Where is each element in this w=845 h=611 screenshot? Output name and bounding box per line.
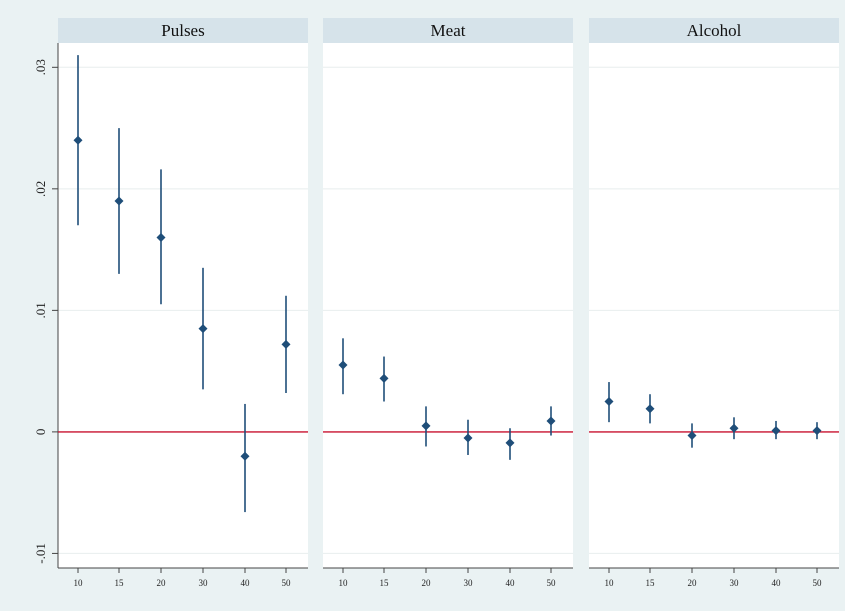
x-tick-label: 40 [241,578,251,588]
x-tick-label: 50 [813,578,823,588]
point-estimate-marker [463,433,473,443]
point-estimate-marker [114,196,124,206]
x-tick-label: 40 [772,578,782,588]
point-estimate-marker [198,324,208,334]
point-estimate-marker [645,404,655,414]
x-tick-label: 50 [547,578,557,588]
y-tick-label: 0 [33,429,48,436]
x-tick-label: 10 [339,578,349,588]
panel-plot-area [58,43,308,568]
x-tick-label: 30 [199,578,209,588]
panel-plot-area [589,43,839,568]
point-estimate-marker [281,339,291,349]
point-estimate-marker [604,397,614,407]
point-estimate-marker [687,431,697,441]
panel-plot-area [323,43,573,568]
panel-title: Pulses [161,21,204,40]
y-tick-label: -.01 [33,543,48,564]
x-tick-label: 10 [74,578,84,588]
point-estimate-marker [421,421,431,431]
point-estimate-marker [156,232,166,242]
point-estimate-marker [505,438,515,448]
point-estimate-marker [73,135,83,145]
x-tick-label: 20 [688,578,698,588]
x-tick-label: 15 [380,578,390,588]
x-tick-label: 10 [605,578,615,588]
x-tick-label: 20 [422,578,432,588]
panel-title: Meat [431,21,466,40]
panel-header [589,18,839,43]
y-tick-label: .02 [33,181,48,197]
x-tick-label: 15 [115,578,125,588]
x-tick-label: 50 [282,578,292,588]
x-tick-label: 30 [730,578,740,588]
x-tick-label: 15 [646,578,656,588]
point-estimate-marker [812,426,822,436]
x-tick-label: 20 [157,578,167,588]
panel-header [323,18,573,43]
y-tick-label: .03 [33,59,48,75]
panel-title: Alcohol [687,21,742,40]
x-tick-label: 40 [506,578,516,588]
point-estimate-marker [546,416,556,426]
point-estimate-marker [338,360,348,370]
point-estimate-marker [379,373,389,383]
point-estimate-marker [729,423,739,433]
point-estimate-marker [240,451,250,461]
point-estimate-marker [771,426,781,436]
x-tick-label: 30 [464,578,474,588]
panel-header [58,18,308,43]
y-tick-label: .01 [33,302,48,318]
